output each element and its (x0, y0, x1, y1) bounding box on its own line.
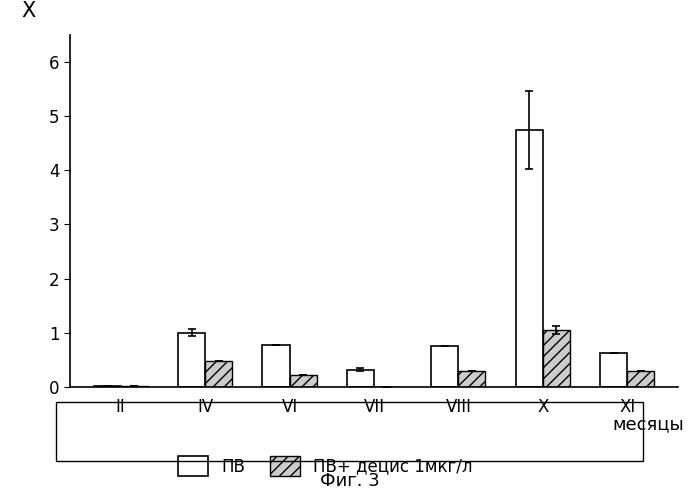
Bar (94, 386, 120, 387)
Bar (263, 345, 289, 387)
Text: месяцы: месяцы (612, 415, 684, 433)
Bar (459, 371, 485, 387)
Text: X: X (21, 0, 36, 21)
Bar (431, 346, 459, 387)
Bar (543, 330, 570, 387)
Bar (120, 386, 147, 387)
Bar (205, 361, 232, 387)
Bar (628, 371, 654, 387)
Bar (289, 375, 317, 387)
Legend: ПВ, ПВ+ децис 1мкг/л: ПВ, ПВ+ децис 1мкг/л (169, 448, 481, 484)
Bar (178, 333, 205, 387)
Text: Фиг. 3: Фиг. 3 (319, 472, 380, 490)
Bar (516, 129, 543, 387)
Bar (600, 353, 628, 387)
Bar (347, 370, 374, 387)
